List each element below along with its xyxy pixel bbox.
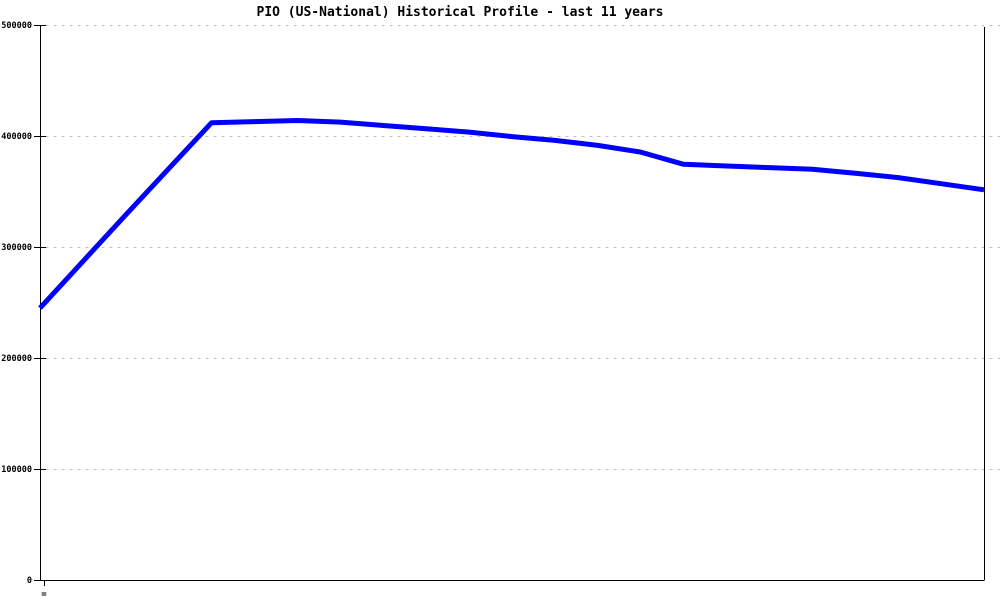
y-tick-label: 400000: [1, 132, 32, 142]
y-tick-label: 200000: [1, 354, 32, 364]
x-tick-label-clipped: =: [41, 590, 47, 600]
data-line-pio: [38, 118, 985, 310]
y-tick-label: 100000: [1, 465, 32, 475]
y-tick-label: 500000: [1, 21, 32, 31]
y-tick-label: 0: [27, 576, 32, 586]
y-tick-label: 300000: [1, 243, 32, 253]
chart-title: PIO (US-National) Historical Profile - l…: [256, 5, 664, 20]
